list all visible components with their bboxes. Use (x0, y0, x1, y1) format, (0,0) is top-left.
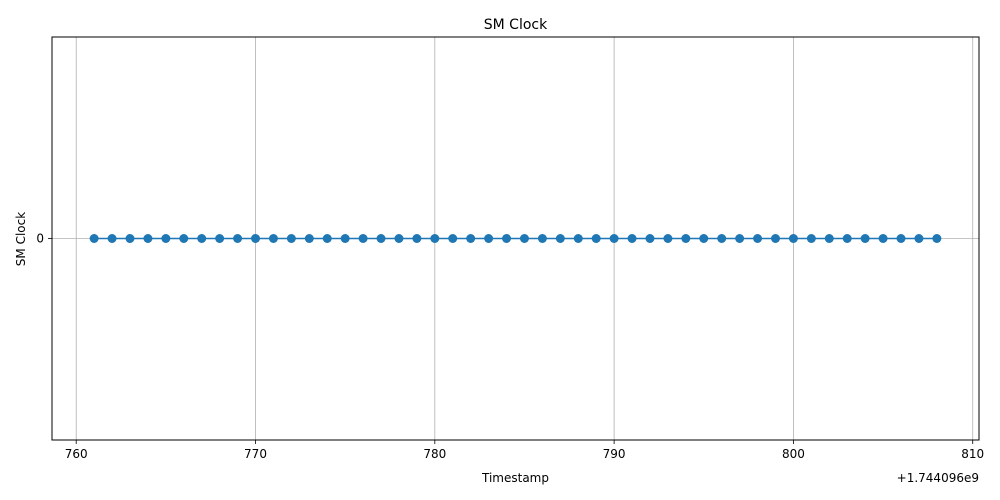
data-point (932, 234, 942, 243)
x-tick-label: 770 (244, 447, 267, 461)
x-tick-label: 810 (961, 447, 984, 461)
data-point (609, 234, 619, 243)
data-point (251, 234, 261, 243)
data-point (806, 234, 816, 243)
data-point (896, 234, 906, 243)
data-point (699, 234, 709, 243)
data-point (466, 234, 476, 243)
x-tick-label: 790 (603, 447, 626, 461)
data-point (358, 234, 368, 243)
data-point (89, 234, 99, 243)
x-tick-label: 760 (65, 447, 88, 461)
y-axis-label: SM Clock (14, 212, 28, 266)
data-point (268, 234, 278, 243)
data-point (860, 234, 870, 243)
data-point (376, 234, 386, 243)
data-point (197, 234, 207, 243)
data-point (788, 234, 798, 243)
data-point (914, 234, 924, 243)
x-tick-label: 800 (782, 447, 805, 461)
data-point (430, 234, 440, 243)
data-point (304, 234, 314, 243)
data-point (770, 234, 780, 243)
data-point (573, 234, 583, 243)
chart-title: SM Clock (484, 17, 548, 33)
data-point (394, 234, 404, 243)
x-axis-label: Timestamp (481, 471, 549, 485)
data-point (663, 234, 673, 243)
data-point (878, 234, 888, 243)
data-point (735, 234, 745, 243)
data-point (286, 234, 296, 243)
data-point (645, 234, 655, 243)
data-point (824, 234, 834, 243)
data-point (842, 234, 852, 243)
data-point (555, 234, 565, 243)
data-point (753, 234, 763, 243)
data-point (161, 234, 171, 243)
data-point (233, 234, 243, 243)
axis-ticks: 760 770 780 790 800 810 0 (36, 232, 984, 462)
data-point (537, 234, 547, 243)
data-point (627, 234, 637, 243)
data-point (502, 234, 512, 243)
data-point (448, 234, 458, 243)
data-point (322, 234, 332, 243)
data-point (717, 234, 727, 243)
y-tick-label: 0 (36, 232, 44, 246)
data-point (484, 234, 494, 243)
data-point (215, 234, 225, 243)
x-axis-offset-label: +1.744096e9 (897, 471, 979, 485)
data-point (412, 234, 422, 243)
data-point (107, 234, 117, 243)
data-series (89, 234, 942, 243)
data-point (143, 234, 153, 243)
data-point (591, 234, 601, 243)
data-point (681, 234, 691, 243)
data-point (519, 234, 529, 243)
data-point (125, 234, 135, 243)
x-tick-label: 780 (423, 447, 446, 461)
data-point (179, 234, 189, 243)
data-point (340, 234, 350, 243)
